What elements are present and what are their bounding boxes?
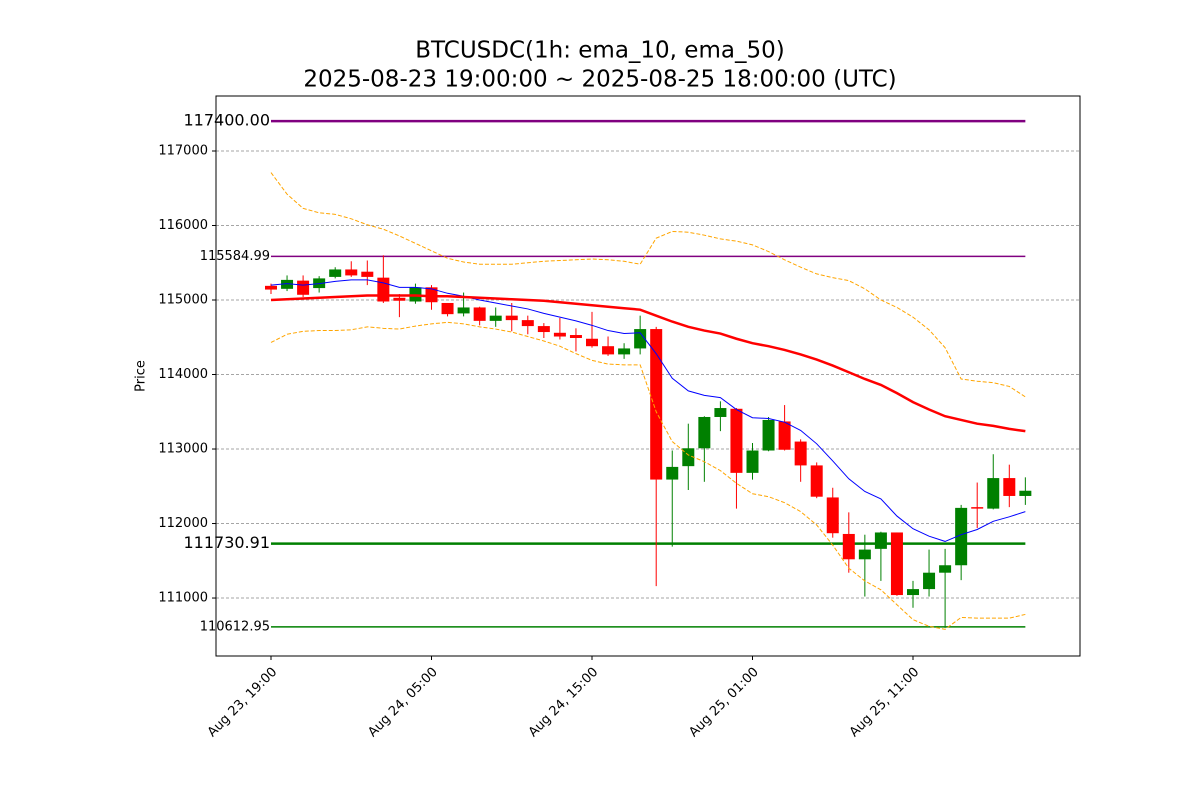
level-label: 115584.99 (200, 249, 270, 264)
candle-body (618, 348, 631, 355)
candle-body (425, 287, 438, 303)
candle-body (858, 549, 871, 560)
level-label: 117400.00 (183, 111, 270, 130)
candle-body (329, 269, 342, 277)
candle-body (907, 589, 919, 596)
candle-body (810, 465, 823, 497)
candle-body (602, 346, 615, 355)
candle-body (923, 572, 936, 590)
candle-body (441, 302, 454, 315)
candle-body (281, 279, 294, 289)
x-tick-label: Aug 24, 15:00 (526, 665, 602, 741)
candle-body (361, 271, 374, 277)
candle-body (265, 285, 277, 290)
candle-body (939, 565, 952, 573)
x-tick-label: Aug 25, 11:00 (847, 665, 923, 741)
candle-body (505, 315, 518, 321)
candle-body (297, 280, 310, 295)
y-tick-label: 112000 (158, 516, 208, 531)
x-tick-label: Aug 24, 05:00 (365, 665, 441, 741)
candle-body (586, 338, 598, 347)
candle-body (473, 307, 486, 321)
candle-body (393, 297, 406, 301)
indicator-line (270, 294, 1026, 433)
candle-body (762, 419, 775, 451)
candle-body (955, 507, 968, 566)
candle-body (987, 478, 1000, 509)
candle-body (794, 441, 807, 466)
y-tick-label: 114000 (158, 367, 208, 382)
candle-body (457, 307, 470, 314)
candle-body (1003, 478, 1016, 496)
y-tick-label: 111000 (158, 591, 208, 606)
candle-body (1019, 490, 1032, 496)
x-tick-label: Aug 23, 19:00 (205, 665, 281, 741)
candle-body (778, 421, 791, 450)
chart-subtitle: 2025-08-23 19:00:00 ~ 2025-08-25 18:00:0… (303, 67, 896, 93)
candle-body (553, 332, 566, 337)
candle-body (874, 532, 887, 549)
candle-body (826, 497, 839, 534)
chart-title: BTCUSDC(1h: ema_10, ema_50) (415, 38, 784, 64)
candle-body (650, 329, 663, 480)
indicator-line (270, 172, 1026, 398)
candle-body (634, 329, 647, 349)
y-tick-label: 115000 (158, 293, 208, 308)
indicator-line (270, 321, 1026, 630)
candle-body (890, 532, 903, 596)
y-tick-label: 117000 (158, 143, 208, 158)
plot-frame (215, 95, 1081, 657)
candle-body (521, 320, 534, 327)
candle-body (714, 408, 727, 417)
candle-body (971, 507, 984, 509)
candle-body (730, 408, 743, 473)
candle-body (746, 450, 759, 473)
x-tick-label: Aug 25, 01:00 (686, 665, 762, 741)
candle-body (489, 315, 502, 321)
candle-body (345, 269, 358, 276)
candle-body (698, 416, 711, 449)
candle-body (569, 335, 582, 339)
candle-body (537, 326, 550, 333)
indicator-line (270, 279, 1026, 542)
y-axis-label: Price (134, 360, 149, 392)
candle-body (377, 277, 390, 302)
level-label: 111730.91 (183, 533, 270, 552)
level-label: 110612.95 (200, 619, 270, 634)
candle-body (666, 466, 679, 480)
y-tick-label: 116000 (158, 218, 208, 233)
y-tick-label: 113000 (158, 442, 208, 457)
candle-body (842, 533, 855, 560)
candle-body (682, 448, 695, 467)
